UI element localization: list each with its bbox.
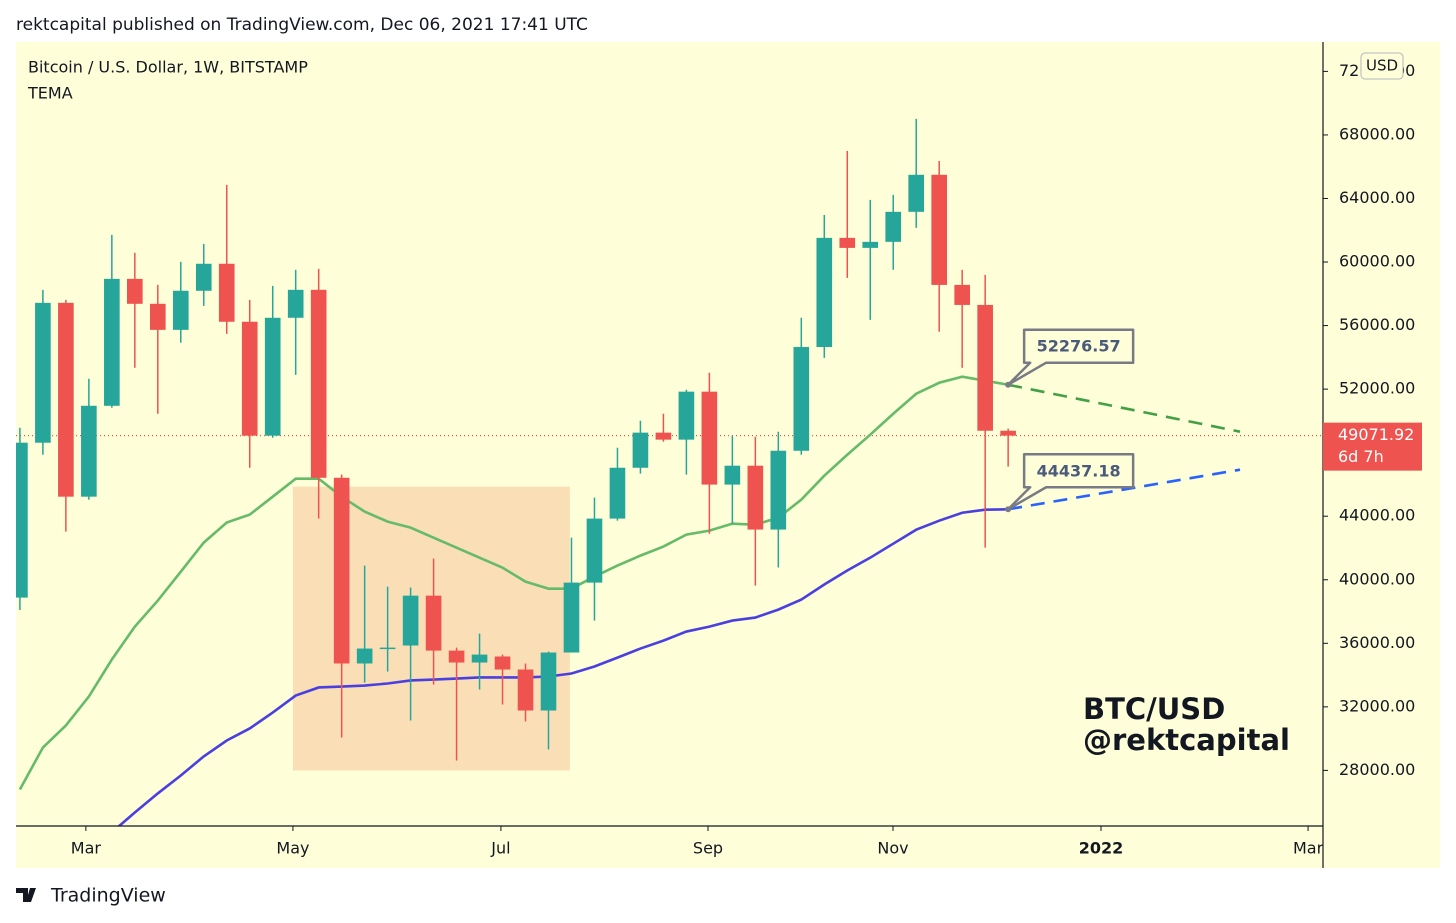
y-tick-label: 28000.00	[1339, 760, 1415, 779]
x-tick-label: Nov	[877, 839, 908, 858]
candle-body	[724, 465, 741, 485]
x-tick-label: Mar	[71, 839, 102, 858]
callout-label: 52276.57	[1037, 337, 1121, 356]
candle-body	[540, 652, 557, 711]
candle-body	[172, 290, 189, 330]
candle-body	[586, 518, 603, 583]
candle-body	[931, 174, 948, 285]
y-tick-label: 64000.00	[1339, 188, 1415, 207]
candle-body	[701, 391, 718, 485]
candle-body	[839, 237, 856, 248]
candle-body	[862, 241, 879, 248]
header: rektcapital published on TradingView.com…	[16, 15, 588, 35]
indicator-name: TEMA	[27, 84, 73, 103]
x-tick-label: May	[276, 839, 309, 858]
y-tick-label: 32000.00	[1339, 696, 1415, 715]
y-tick-label: 36000.00	[1339, 633, 1415, 652]
candle-body	[885, 211, 902, 242]
candle-body	[16, 442, 28, 598]
price-label: 49071.92	[1338, 425, 1414, 444]
footer-logo	[16, 888, 36, 902]
candle-body	[287, 289, 304, 318]
callout-anchor	[1005, 506, 1012, 513]
candle-body	[908, 174, 925, 212]
candle-body	[333, 477, 350, 664]
candle-body	[218, 263, 235, 322]
candle-body	[425, 595, 442, 651]
projection-line	[1007, 468, 1241, 511]
y-tick-label: 60000.00	[1339, 252, 1415, 271]
currency: USD	[1366, 57, 1398, 75]
currency-badge	[1360, 52, 1404, 80]
candle-body	[58, 302, 74, 497]
candle-body	[241, 321, 258, 436]
candle-body	[632, 432, 649, 468]
candle-body	[977, 304, 993, 431]
x-tick-label: 2022	[1079, 839, 1124, 858]
tema-line	[117, 507, 1009, 826]
callout-box	[1006, 328, 1135, 386]
candle-body	[563, 582, 580, 653]
x-tick-label: Jul	[490, 839, 510, 858]
price-label-box	[1323, 422, 1422, 471]
candle-body	[81, 405, 97, 497]
candle-body	[35, 302, 51, 443]
candle-body	[471, 654, 488, 663]
y-tick-label: 68000.00	[1339, 124, 1415, 143]
candle-body	[494, 656, 511, 670]
candle-body	[1000, 430, 1016, 436]
candle-body	[310, 289, 327, 478]
candle-body	[104, 278, 120, 406]
y-tick-label: 44000.00	[1339, 506, 1415, 525]
candle-body	[379, 647, 396, 650]
countdown-label: 6d 7h	[1338, 447, 1384, 466]
candle-body	[954, 284, 970, 305]
footer: TradingView	[50, 885, 166, 907]
callout-box	[1006, 453, 1135, 511]
candle-body	[770, 450, 787, 530]
candle-body	[195, 263, 212, 291]
y-tick-label: 56000.00	[1339, 315, 1415, 334]
candle-body	[356, 648, 373, 664]
chart-background	[16, 42, 1440, 868]
plot	[16, 118, 1323, 826]
candle-body	[747, 465, 764, 530]
candle-body	[149, 303, 166, 330]
annotation: BTC/USD	[1083, 692, 1225, 726]
x-tick-label: Sep	[693, 839, 723, 858]
tema-line	[18, 375, 1009, 791]
candle-body	[127, 278, 143, 304]
annotation: @rektcapital	[1083, 723, 1290, 757]
x-tick-label: Mar	[1293, 839, 1324, 858]
candle-body	[678, 391, 695, 440]
candle-body	[793, 347, 810, 451]
candle-body	[816, 237, 833, 348]
callout-anchor	[1005, 381, 1012, 388]
candle-body	[609, 467, 626, 519]
candle-body	[264, 317, 281, 436]
projection-line	[1007, 383, 1241, 433]
chart-title: Bitcoin / U.S. Dollar, 1W, BITSTAMP	[28, 58, 308, 77]
y-tick-label: 52000.00	[1339, 379, 1415, 398]
candle-body	[448, 650, 465, 663]
y-tick-label: 40000.00	[1339, 569, 1415, 588]
callout-label: 44437.18	[1037, 461, 1121, 480]
candle-body	[655, 432, 672, 440]
logo-icon	[16, 888, 36, 902]
candle-body	[402, 595, 419, 646]
candle-body	[517, 669, 534, 711]
